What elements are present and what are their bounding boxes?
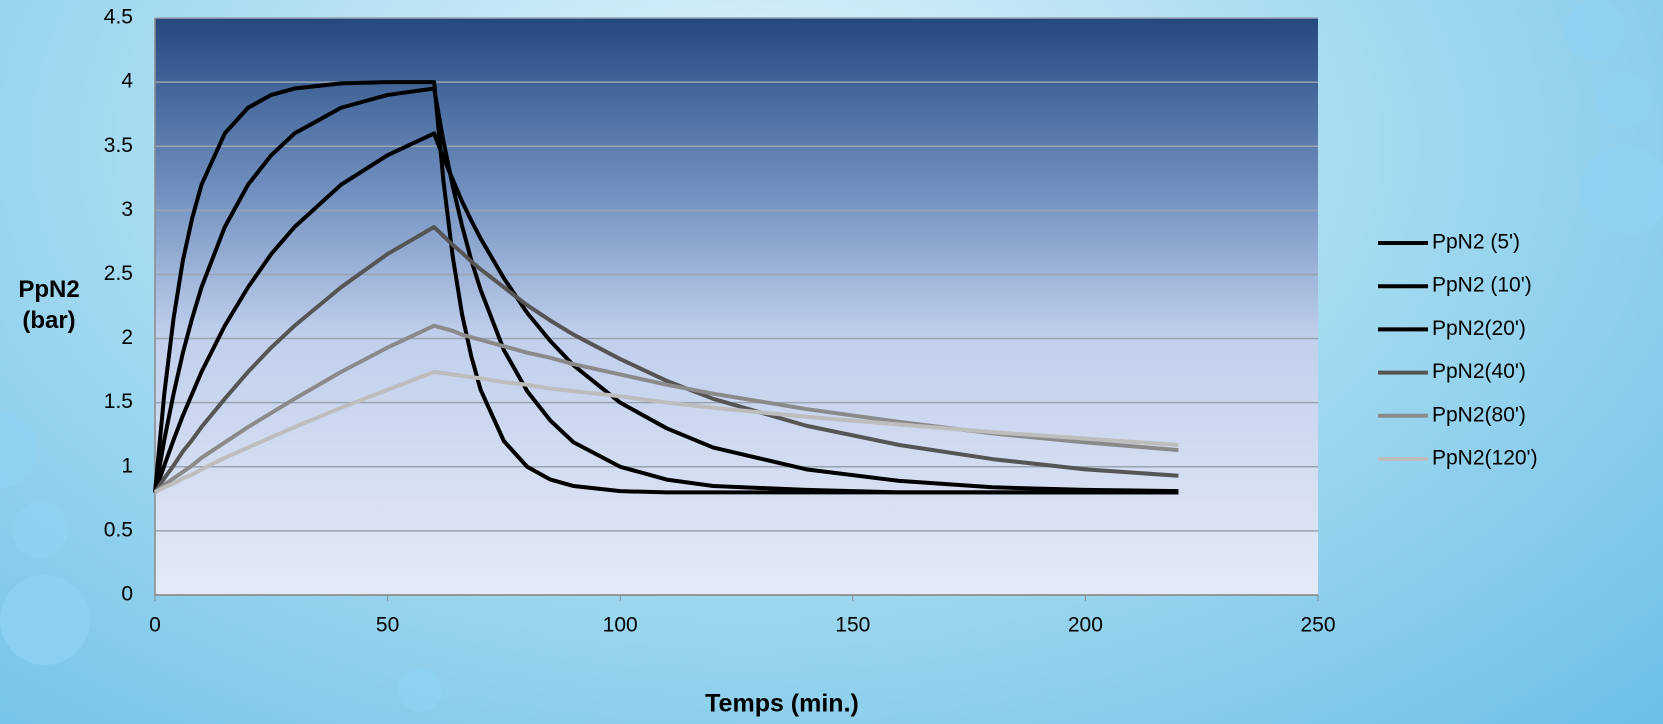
x-tick-label: 200: [1068, 614, 1103, 637]
legend-label: PpN2 (5'): [1432, 231, 1520, 254]
legend-label: PpN2(40'): [1432, 360, 1526, 383]
legend-label: PpN2(120'): [1432, 447, 1538, 470]
y-tick-label: 2.5: [104, 262, 133, 285]
x-tick-label: 50: [376, 614, 399, 637]
y-axis-label: PpN2 (bar): [18, 276, 80, 334]
y-tick-label: 2: [121, 326, 133, 349]
y-tick-label: 0: [121, 583, 133, 606]
series-line: [153, 225, 1179, 494]
x-axis-label: Temps (min.): [705, 690, 859, 718]
x-tick-label: 100: [603, 614, 638, 637]
x-tick-label: 250: [1300, 614, 1335, 637]
y-tick-label: 4: [121, 70, 133, 93]
series-line: [153, 131, 1179, 494]
series-line: [153, 323, 1179, 494]
legend-label: PpN2 (10'): [1432, 274, 1532, 297]
series-line: [153, 86, 1179, 495]
series-line: [154, 369, 1179, 495]
x-tick-label: 150: [835, 614, 870, 637]
y-tick-label: 4.5: [104, 6, 133, 29]
series-line: [153, 80, 1179, 495]
y-tick-label: 1.5: [104, 390, 133, 413]
y-tick-label: 0.5: [104, 518, 133, 541]
y-tick-label: 3.5: [104, 134, 133, 157]
legend-label: PpN2(80'): [1432, 403, 1526, 426]
x-tick-label: 0: [149, 614, 161, 637]
y-tick-label: 1: [121, 454, 133, 477]
y-tick-label: 3: [121, 198, 133, 221]
legend-label: PpN2(20'): [1432, 317, 1526, 340]
plot-area: [155, 18, 1318, 595]
